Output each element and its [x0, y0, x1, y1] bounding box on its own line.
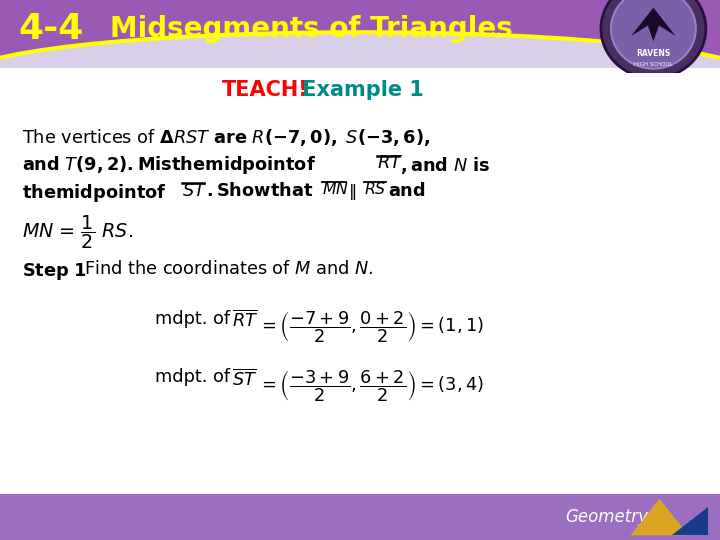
Text: $\overline{RT}$: $\overline{RT}$ [232, 309, 258, 330]
Text: $\mathbf{Step\ 1}$: $\mathbf{Step\ 1}$ [22, 260, 87, 281]
Text: $\mathbf{\mathit{RT}}$: $\mathbf{\mathit{RT}}$ [377, 154, 403, 172]
Text: $\mathbf{and}$: $\mathbf{and}$ [388, 181, 426, 199]
Text: $\mathbf{, and}$ $\mathbf{\mathit{N}}$ $\mathbf{is}$: $\mathbf{, and}$ $\mathbf{\mathit{N}}$ $… [400, 154, 490, 176]
Text: $\mathit{RS}$: $\mathit{RS}$ [364, 180, 387, 197]
Circle shape [611, 0, 696, 69]
Text: RAVENS: RAVENS [636, 50, 670, 58]
Text: The vertices of $\mathbf{\Delta}$$\mathbf{\mathit{RST}}$ $\mathbf{are}$ $\mathbf: The vertices of $\mathbf{\Delta}$$\mathb… [22, 127, 430, 149]
Text: $\mathbf{. Show that}$: $\mathbf{. Show that}$ [206, 181, 313, 199]
Text: Example 1: Example 1 [295, 79, 424, 99]
Text: $\mathbf{the midpoint of}$: $\mathbf{the midpoint of}$ [22, 181, 167, 204]
Text: $\mathbf{\mathit{ST}}$: $\mathbf{\mathit{ST}}$ [182, 181, 207, 199]
Text: $\mathbf{and}$ $\mathbf{\mathit{T}}$$\mathbf{(9, 2). M is the midpoint of }$: $\mathbf{and}$ $\mathbf{\mathit{T}}$$\ma… [22, 154, 316, 177]
Text: $\mathit{MN}$: $\mathit{MN}$ [322, 180, 349, 197]
Text: $= \left(\dfrac{-7+9}{2},\dfrac{0+2}{2}\right) = (1,1)$: $= \left(\dfrac{-7+9}{2},\dfrac{0+2}{2}\… [258, 309, 484, 345]
Polygon shape [631, 8, 676, 42]
Text: HIGH SCHOOL: HIGH SCHOOL [634, 62, 672, 67]
Text: $\mathit{MN}$ = $\dfrac{1}{2}$ $\mathit{RS}$.: $\mathit{MN}$ = $\dfrac{1}{2}$ $\mathit{… [22, 213, 133, 252]
Text: mdpt. of: mdpt. of [155, 309, 235, 327]
Text: Find the coordinates of $\mathit{M}$ and $\mathit{N}$.: Find the coordinates of $\mathit{M}$ and… [84, 260, 374, 279]
Circle shape [601, 0, 706, 78]
Ellipse shape [0, 32, 720, 123]
Text: $= \left(\dfrac{-3+9}{2},\dfrac{6+2}{2}\right) = (3,4)$: $= \left(\dfrac{-3+9}{2},\dfrac{6+2}{2}\… [258, 368, 484, 404]
Text: $\overline{ST}$: $\overline{ST}$ [232, 368, 257, 389]
Polygon shape [631, 499, 688, 535]
Text: 4-4: 4-4 [18, 12, 84, 46]
Text: $\|$: $\|$ [348, 181, 356, 201]
Text: Geometry: Geometry [565, 508, 648, 526]
Polygon shape [672, 507, 708, 535]
Text: mdpt. of: mdpt. of [155, 368, 235, 387]
Text: TEACH!: TEACH! [222, 79, 309, 99]
Text: Midsegments of Triangles: Midsegments of Triangles [110, 15, 513, 43]
